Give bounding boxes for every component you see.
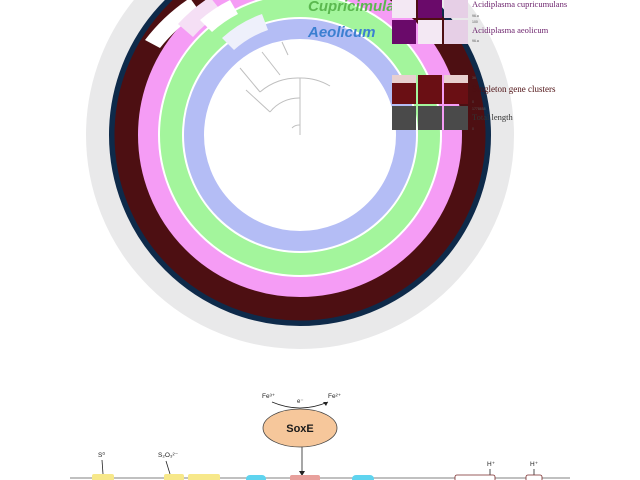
- proton-label-1: H⁺: [487, 461, 496, 468]
- ring-patch-2: [178, 0, 222, 37]
- heatmap-cell: [392, 0, 416, 18]
- tick-length: 1778858: [472, 107, 486, 111]
- electron-label: e⁻: [297, 399, 304, 405]
- legend-total-length: Total length: [472, 112, 513, 122]
- heatmap-cell: [418, 20, 442, 44]
- label-aeolicum: Aeolicum: [307, 24, 376, 41]
- tick-100: 100: [472, 20, 478, 24]
- ring-patch-3: [200, 0, 238, 32]
- outer-grey-band: [86, 0, 514, 349]
- membrane-protein-yellow: [188, 474, 220, 480]
- tick-96a: 96.a: [472, 14, 479, 18]
- heatmap-cell: [392, 20, 416, 44]
- membrane-protein-cyan: [246, 475, 266, 480]
- tick-36: 36: [472, 76, 476, 80]
- tick-0b: 0: [472, 127, 474, 131]
- singleton-bg: [444, 75, 468, 83]
- membrane-protein-outline: [454, 474, 496, 480]
- label-cupricimulans: Cupricimulans: [308, 0, 412, 15]
- soxe-label: SoxE: [286, 423, 314, 435]
- soxe-arrow-head: [299, 471, 305, 476]
- electron-arc: [271, 401, 329, 409]
- tick-0a: 0: [472, 100, 474, 104]
- length-bar: [444, 106, 468, 130]
- membrane-protein-yellow: [164, 474, 184, 480]
- singleton-bg: [392, 75, 416, 83]
- membrane-protein-yellow: [92, 474, 114, 480]
- heatmap-legend: Acidiplasma cupricumulans 96.a 100 Acidi…: [392, 0, 567, 131]
- heatmap-cell: [418, 0, 442, 18]
- heatmap-cell: [444, 0, 468, 18]
- legend-singleton: Singleton gene clusters: [472, 84, 556, 94]
- pangenome-ring-plot: [86, 0, 514, 349]
- singleton-bar: [444, 83, 468, 104]
- navy-ring: [109, 0, 491, 326]
- fe-in-label: Fe³⁺: [262, 393, 276, 400]
- ring-patch-4: [222, 14, 268, 50]
- membrane-protein-outline: [525, 474, 543, 480]
- singleton-bar: [418, 75, 442, 104]
- length-bar: [392, 106, 416, 130]
- sulfur-label: S⁰: [98, 451, 105, 459]
- heatmap-cell: [444, 20, 468, 44]
- fe-out-label: Fe²⁺: [328, 393, 342, 400]
- singleton-ring: [114, 0, 486, 321]
- singleton-bar: [392, 83, 416, 104]
- electron-arc-head: [323, 402, 328, 406]
- green-ring: [160, 0, 440, 275]
- proton-label-2: H⁺: [530, 461, 539, 468]
- pink-ring: [138, 0, 462, 297]
- legend-row-aeolicum: Acidiplasma aeolicum: [472, 25, 549, 35]
- dendrogram: [239, 41, 331, 135]
- legend-row-cupricumulans: Acidiplasma cupricumulans: [472, 0, 567, 9]
- ring-patch-1: [145, 0, 200, 48]
- sulfur-line: [101, 459, 104, 475]
- lavender-ring: [184, 19, 416, 251]
- thiosulfate-label: S₂O₃²⁻: [158, 452, 179, 459]
- membrane-protein-cyan: [352, 475, 374, 480]
- thiosulfate-line: [165, 460, 171, 475]
- tick-96b: 96.a: [472, 39, 479, 43]
- pathway-diagram: Fe³⁺ Fe²⁺ e⁻ SoxE S⁰ S₂O₃²⁻ H⁺ H⁺: [70, 393, 570, 480]
- length-bar: [418, 106, 442, 130]
- membrane-protein-red: [290, 475, 320, 480]
- soxe-enzyme: [262, 408, 338, 448]
